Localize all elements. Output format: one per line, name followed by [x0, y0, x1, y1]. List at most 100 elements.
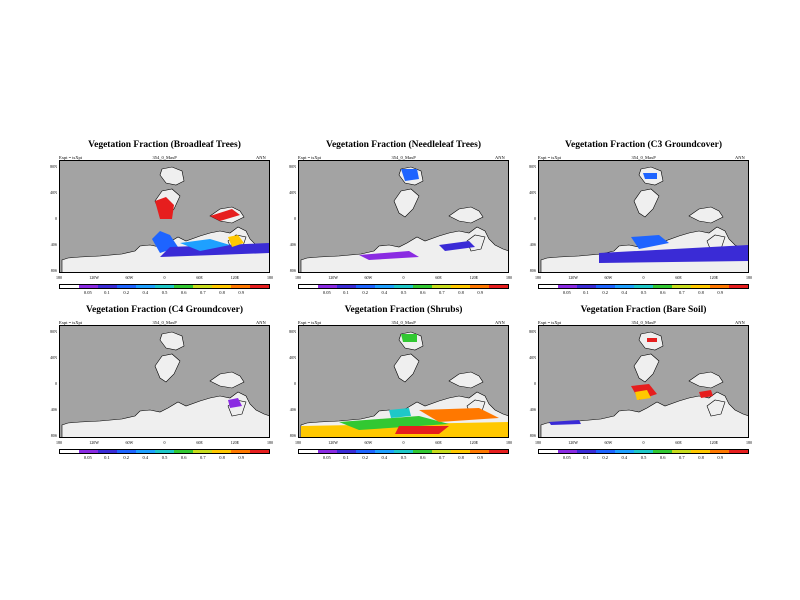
season-note: ANN [735, 155, 745, 160]
lat-label: 80N [289, 329, 296, 334]
colorbar-label: 0.05 [83, 455, 92, 460]
colorbar-label: 0.05 [562, 455, 571, 460]
colorbar-label: 0.2 [602, 455, 608, 460]
map-svg [300, 166, 508, 272]
lon-label: 60E [435, 440, 442, 445]
colorbar-label: 0.05 [322, 290, 331, 295]
lon-label: 0 [163, 275, 166, 280]
colorbar-label: 0.7 [200, 290, 206, 295]
lon-label: 120E [230, 275, 240, 280]
colorbar-label: 0.1 [343, 290, 349, 295]
land-mask [540, 166, 748, 272]
colorbar-label: 0.6 [419, 290, 426, 295]
lat-label: 40S [529, 407, 536, 412]
experiment-note: Expt = tsXpt [59, 155, 83, 160]
lat-label: 40N [50, 190, 57, 195]
colorbar-label: 0.5 [161, 455, 168, 460]
colorbar-label: 0.9 [238, 290, 245, 295]
colorbar-label: 0.7 [439, 290, 445, 295]
map-svg [540, 166, 748, 272]
colorbar-label: 0.4 [142, 455, 149, 460]
panel-title: Vegetation Fraction (Bare Soil) [580, 305, 707, 315]
lon-label: 60W [125, 440, 134, 445]
colorbar-label: 0.9 [238, 455, 245, 460]
lon-label: 120W [568, 275, 579, 280]
map-svg [540, 331, 748, 437]
lat-label: 40N [289, 190, 296, 195]
colorbar-label: 0.7 [679, 290, 685, 295]
lon-label: 120W [328, 275, 339, 280]
lat-label: 40N [529, 190, 536, 195]
season-note: ANN [256, 320, 266, 325]
map-svg [300, 331, 508, 437]
map-svg [61, 331, 269, 437]
season-note: ANN [495, 320, 505, 325]
lon-label: 60E [675, 275, 682, 280]
lon-label: 120W [89, 275, 100, 280]
map-area [59, 160, 270, 273]
land-mask [61, 166, 269, 272]
lat-label: 40S [50, 242, 57, 247]
colorbar-label: 0.05 [562, 290, 571, 295]
land-mask [61, 331, 269, 437]
lon-label: 0 [402, 440, 405, 445]
panel-subtitle: 354_0_MaxP [391, 155, 416, 160]
land-mask [540, 331, 748, 437]
lon-label: 120W [568, 440, 579, 445]
colorbar-label: 0.6 [659, 290, 666, 295]
lon-label: 180 [535, 275, 541, 280]
colorbar-label: 0.8 [458, 290, 464, 295]
panel-subtitle: 354_0_MaxP [391, 320, 416, 325]
colorbar-label: 0.9 [477, 455, 484, 460]
colorbar-label: 0.4 [621, 455, 628, 460]
colorbar-label: 0.5 [161, 290, 168, 295]
colorbar-label: 0.7 [679, 455, 685, 460]
lat-label: 40S [529, 242, 536, 247]
experiment-note: Expt = tsXpt [298, 155, 322, 160]
lon-label: 120E [230, 440, 240, 445]
colorbar-label: 0.05 [322, 455, 331, 460]
lat-label: 40S [289, 407, 296, 412]
lat-label: 40N [289, 355, 296, 360]
colorbar-label: 0.7 [200, 455, 206, 460]
colorbar-label: 0.8 [698, 290, 704, 295]
panel-subtitle: 354_0_MaxP [631, 155, 656, 160]
panel-subtitle: 354_0_MaxP [152, 155, 177, 160]
colorbar-label: 0.2 [123, 455, 129, 460]
colorbar-label: 0.4 [621, 290, 628, 295]
lon-label: 180 [56, 440, 62, 445]
panel-title: Vegetation Fraction (Needleleaf Trees) [325, 140, 482, 150]
colorbar-label: 0.2 [123, 290, 129, 295]
colorbar-label: 0.4 [142, 290, 149, 295]
colorbar-label: 0.5 [640, 290, 647, 295]
lon-label: 60E [196, 440, 203, 445]
lat-label: 80S [50, 433, 57, 438]
colorbar-label: 0.8 [458, 455, 464, 460]
lon-label: 180 [746, 275, 752, 280]
lon-label: 60W [125, 275, 134, 280]
colorbar [59, 449, 270, 454]
lat-label: 80N [529, 329, 536, 334]
colorbar [298, 449, 509, 454]
lat-label: 0 [294, 216, 296, 221]
lat-label: 0 [55, 381, 57, 386]
lon-label: 60E [435, 275, 442, 280]
map-area [538, 160, 749, 273]
lon-label: 180 [746, 440, 752, 445]
colorbar-label: 0.9 [717, 455, 724, 460]
colorbar [538, 449, 749, 454]
map-area [298, 325, 509, 438]
experiment-note: Expt = tsXpt [59, 320, 83, 325]
colorbar [59, 284, 270, 289]
colorbar-label: 0.9 [477, 290, 484, 295]
lat-label: 0 [294, 381, 296, 386]
lat-label: 40S [50, 407, 57, 412]
lon-label: 120E [709, 275, 719, 280]
lon-label: 60E [675, 440, 682, 445]
colorbar [538, 284, 749, 289]
colorbar-label: 0.1 [104, 290, 110, 295]
lat-label: 80S [529, 268, 536, 273]
lat-label: 40S [289, 242, 296, 247]
colorbar-label: 0.1 [583, 290, 589, 295]
lon-label: 180 [267, 275, 273, 280]
